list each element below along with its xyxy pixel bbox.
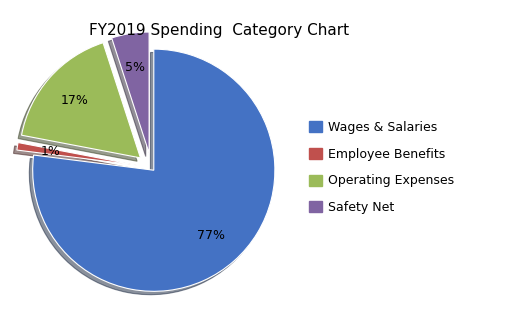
Text: 77%: 77% [197, 229, 226, 242]
Text: 5%: 5% [125, 61, 146, 73]
Wedge shape [17, 142, 137, 165]
Text: 17%: 17% [61, 94, 89, 107]
Text: 1%: 1% [41, 145, 61, 158]
Wedge shape [21, 43, 140, 158]
Wedge shape [112, 32, 149, 153]
Legend: Wages & Salaries, Employee Benefits, Operating Expenses, Safety Net: Wages & Salaries, Employee Benefits, Ope… [309, 121, 454, 214]
Text: FY2019 Spending  Category Chart: FY2019 Spending Category Chart [89, 23, 349, 39]
Wedge shape [33, 49, 275, 291]
